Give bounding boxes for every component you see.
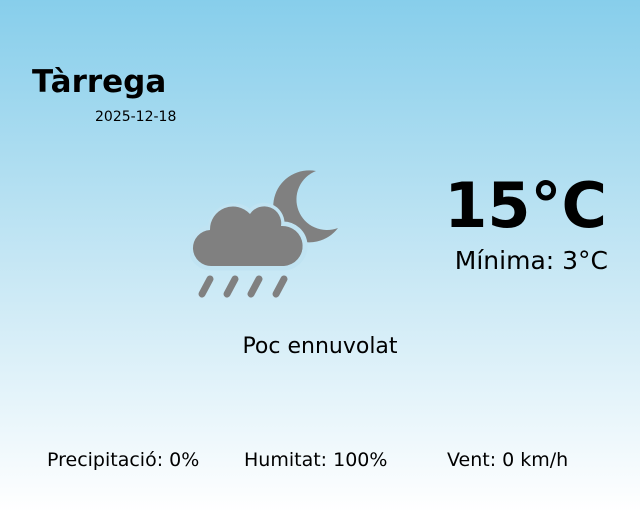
min-temperature: Mínima: 3°C [454, 246, 608, 275]
humidity-stat: Humitat: 100% [244, 449, 388, 471]
precipitation-stat: Precipitació: 0% [47, 449, 200, 471]
wind-stat: Vent: 0 km/h [447, 449, 569, 471]
cloud-rain-moon-icon [190, 170, 338, 298]
rain-icon [198, 275, 288, 298]
current-temperature: 15°C [444, 169, 607, 242]
forecast-date: 2025-12-18 [95, 109, 177, 125]
weather-condition: Poc ennuvolat [242, 334, 398, 359]
city-name: Tàrrega [32, 64, 167, 100]
